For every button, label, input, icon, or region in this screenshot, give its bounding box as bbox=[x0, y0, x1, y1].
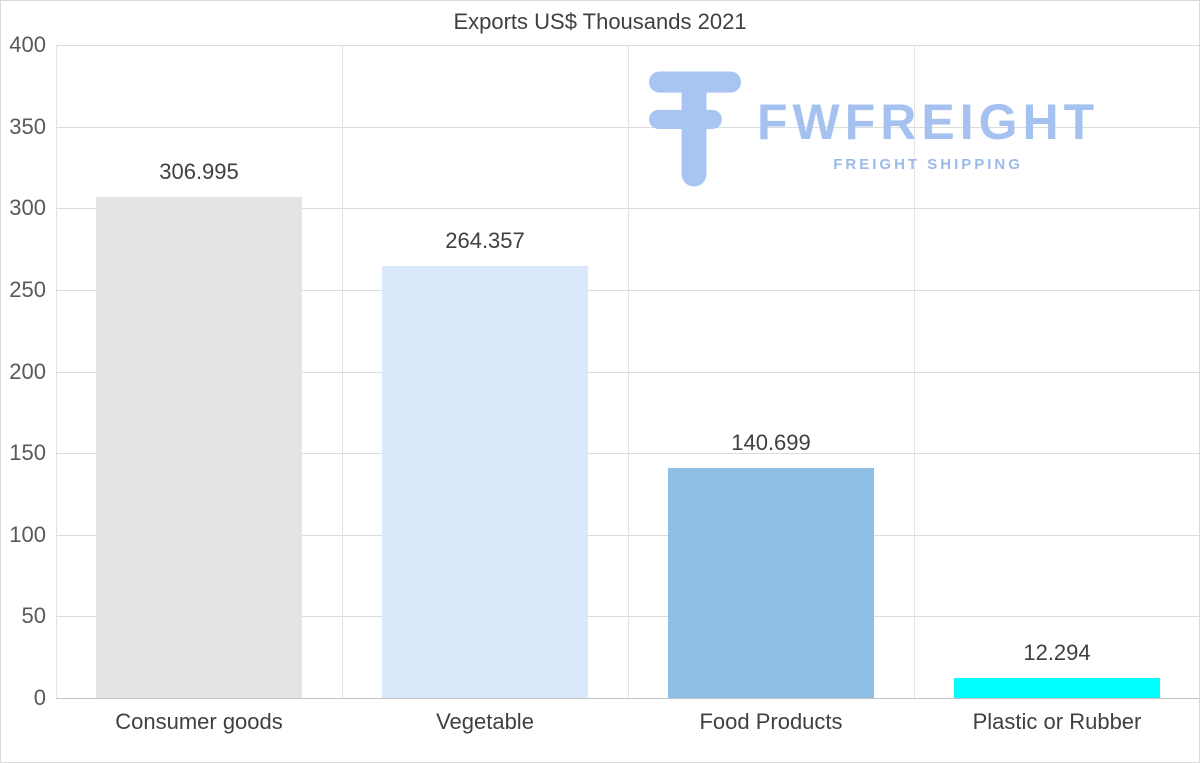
y-axis: 0 50 100 150 200 250 300 350 400 bbox=[1, 32, 46, 710]
gridline-y-150 bbox=[56, 453, 1199, 455]
logo-wordmark: FWFREIGHT bbox=[757, 94, 1100, 150]
gridline-x-2 bbox=[628, 45, 629, 698]
watermark-logo: FWFREIGHT FREIGHT SHIPPING bbox=[649, 71, 1099, 192]
gridline-y-200 bbox=[56, 371, 1199, 373]
y-axis-tick-label: 250 bbox=[9, 276, 46, 302]
y-axis-tick-label: 350 bbox=[9, 113, 46, 139]
bar-value-label: 264.357 bbox=[445, 228, 525, 254]
x-axis-category-label: Vegetable bbox=[436, 709, 534, 734]
gridline-y-100 bbox=[56, 534, 1199, 536]
chart-title: Exports US$ Thousands 2021 bbox=[453, 9, 747, 34]
x-axis-category-label: Consumer goods bbox=[115, 709, 283, 734]
x-axis-category-label: Plastic or Rubber bbox=[972, 709, 1142, 734]
gridline-y-50 bbox=[56, 616, 1199, 618]
bar-value-label: 140.699 bbox=[731, 430, 811, 456]
logo-tagline: FREIGHT SHIPPING bbox=[833, 156, 1023, 173]
gridline-y-300 bbox=[56, 208, 1199, 210]
y-axis-tick-label: 200 bbox=[9, 358, 46, 384]
x-axis-category-label: Food Products bbox=[699, 709, 843, 734]
gridline-y-0 bbox=[56, 698, 1199, 699]
y-axis-tick-label: 150 bbox=[9, 440, 46, 466]
bar-value-label: 306.995 bbox=[159, 158, 239, 184]
logo-text-column: FWFREIGHT FREIGHT SHIPPING bbox=[757, 71, 1099, 173]
gridline-x-3 bbox=[914, 45, 915, 698]
bar-consumer-goods bbox=[96, 196, 302, 698]
bar-vegetable bbox=[382, 266, 588, 698]
y-axis-tick-label: 400 bbox=[9, 32, 46, 57]
gridline-y-400 bbox=[56, 45, 1199, 46]
plot-area: 306.995 264.357 140.699 12.294 bbox=[56, 45, 1199, 699]
x-axis: Consumer goods Vegetable Food Products Plas… bbox=[56, 709, 1199, 735]
y-axis-tick-label: 100 bbox=[9, 521, 46, 547]
bar-food-products bbox=[668, 468, 874, 698]
bar-value-label: 12.294 bbox=[1023, 639, 1091, 665]
y-axis-tick-label: 50 bbox=[21, 603, 46, 629]
freight-logo-icon bbox=[649, 71, 741, 192]
gridline-x-1 bbox=[342, 45, 343, 698]
gridline-y-350 bbox=[56, 126, 1199, 128]
bar-plastic-or-rubber bbox=[954, 677, 1160, 698]
y-axis-tick-label: 300 bbox=[9, 195, 46, 221]
y-axis-tick-label: 0 bbox=[33, 685, 46, 710]
gridline-y-250 bbox=[56, 289, 1199, 291]
gridline-x-0 bbox=[56, 45, 57, 698]
